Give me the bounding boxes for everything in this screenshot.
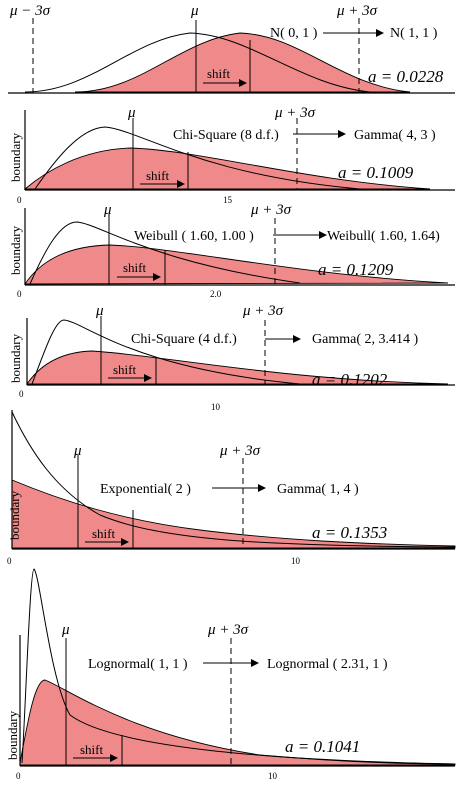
mu-label: μ — [61, 622, 70, 638]
panel-chisq4: μ μ + 3σ Chi-Square (4 d.f.) Gamma( 2, 3… — [8, 303, 455, 412]
x-tick-15: 15 — [223, 195, 233, 205]
y-axis-label: boundary — [8, 225, 23, 275]
mu-label: μ — [190, 3, 199, 19]
original-lognormal-curve — [21, 568, 456, 765]
shift-label: shift — [92, 526, 116, 541]
to-distribution-label: Weibull( 1.60, 1.64) — [327, 229, 440, 244]
to-distribution-label: N( 1, 1 ) — [390, 26, 438, 41]
mu-plus-3sigma-label: μ + 3σ — [219, 443, 261, 459]
from-distribution-label: N( 0, 1 ) — [270, 26, 318, 41]
shift-label: shift — [207, 66, 231, 81]
x-tick-0: 0 — [16, 771, 21, 781]
from-distribution-label: Chi-Square (8 d.f.) — [173, 128, 279, 143]
a-value: a = 0.1009 — [338, 163, 414, 182]
x-tick-10: 10 — [268, 771, 278, 781]
shifted-gamma-fill — [11, 479, 456, 549]
mu-plus-3sigma-label: μ + 3σ — [336, 3, 378, 19]
shifted-gamma-fill — [23, 147, 431, 190]
panel-chisq8: μ μ + 3σ Chi-Square (8 d.f.) Gamma( 4, 3… — [8, 105, 455, 205]
from-distribution-label: Lognormal( 1, 1 ) — [88, 657, 188, 672]
a-value: a = 0.1202 — [312, 370, 388, 389]
mu-label: μ — [73, 443, 82, 459]
x-tick-0: 0 — [17, 289, 22, 299]
to-distribution-label: Gamma( 1, 4 ) — [277, 482, 359, 497]
shift-label: shift — [113, 362, 137, 377]
mu-plus-3sigma-label: μ + 3σ — [274, 105, 316, 121]
x-tick-2: 2.0 — [210, 289, 222, 299]
shifted-weibull-fill — [24, 244, 449, 285]
shifted-normal-fill — [74, 32, 411, 93]
mu-label: μ — [95, 303, 104, 319]
shift-label: shift — [80, 742, 104, 757]
original-exponential-curve — [11, 411, 456, 548]
y-axis-label: boundary — [8, 132, 23, 182]
shift-label: shift — [146, 168, 170, 183]
mu-label: μ — [103, 202, 112, 218]
shifted-lognormal-fill — [19, 679, 456, 766]
shifted-gamma-fill — [26, 350, 449, 385]
mu-minus-3sigma-label: μ − 3σ — [9, 3, 51, 19]
x-tick-0: 0 — [17, 195, 22, 205]
x-tick-10: 10 — [291, 556, 301, 566]
mu-plus-3sigma-label: μ + 3σ — [242, 303, 284, 319]
panel-normal: μ − 3σ μ μ + 3σ N( 0, 1 ) N( 1, 1 ) shif… — [8, 3, 455, 94]
from-distribution-label: Weibull ( 1.60, 1.00 ) — [134, 229, 254, 244]
from-distribution-label: Chi-Square (4 d.f.) — [131, 332, 237, 347]
x-tick-10: 10 — [211, 402, 221, 412]
original-chisq-curve — [31, 319, 301, 385]
original-chisq-curve — [34, 126, 361, 190]
to-distribution-label: Gamma( 2, 3.414 ) — [312, 332, 418, 347]
original-weibull-curve — [29, 221, 301, 285]
y-axis-label: boundary — [8, 333, 23, 383]
from-distribution-label: Exponential( 2 ) — [100, 482, 191, 497]
a-value: a = 0.1041 — [285, 737, 360, 756]
a-value: a = 0.1209 — [318, 260, 394, 279]
panel-exponential: μ μ + 3σ Exponential( 2 ) Gamma( 1, 4 ) … — [7, 410, 456, 566]
y-axis-label: boundary — [7, 490, 22, 540]
a-value: a = 0.0228 — [368, 67, 444, 86]
to-distribution-label: Lognormal ( 2.31, 1 ) — [267, 657, 388, 672]
to-distribution-label: Gamma( 4, 3 ) — [354, 128, 436, 143]
shift-label: shift — [123, 260, 147, 275]
mu-plus-3sigma-label: μ + 3σ — [207, 622, 249, 638]
a-value: a = 0.1353 — [312, 523, 387, 542]
mu-plus-3sigma-label: μ + 3σ — [250, 202, 292, 218]
y-axis-label: boundary — [5, 710, 20, 760]
x-tick-0: 0 — [7, 556, 12, 566]
x-tick-0: 0 — [19, 389, 24, 399]
original-normal-curve — [24, 32, 371, 93]
panel-weibull: μ μ + 3σ Weibull ( 1.60, 1.00 ) Weibull(… — [8, 202, 455, 299]
panel-lognormal: μ μ + 3σ Lognormal( 1, 1 ) Lognormal ( 2… — [5, 568, 456, 781]
mu-label: μ — [127, 105, 136, 121]
